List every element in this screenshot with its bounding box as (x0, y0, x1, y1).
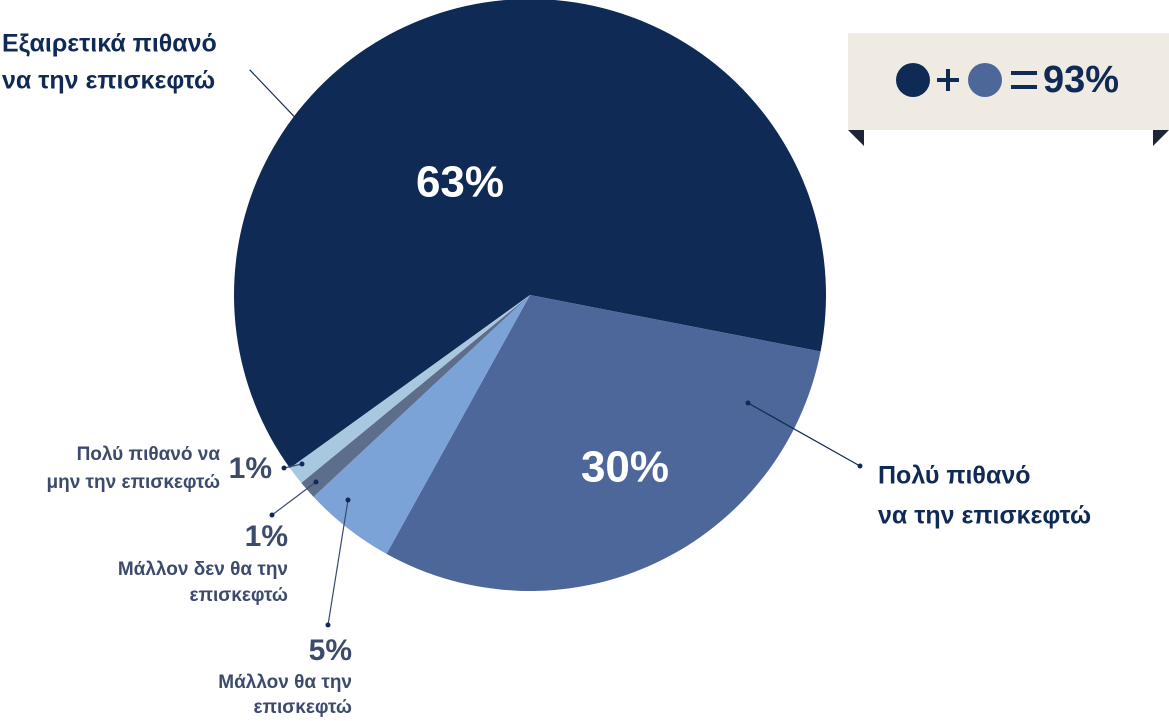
leader-dot (745, 400, 751, 406)
category-label: Μάλλον δεν θα την (118, 559, 288, 580)
leader-line (327, 499, 349, 626)
category-label: επισκεφτώ (253, 697, 352, 718)
summary-value: 93% (1043, 59, 1119, 101)
category-label: Πολύ πιθανό να (77, 444, 221, 465)
leader-line (283, 463, 303, 469)
leader-dot (269, 512, 275, 518)
badge-fold (1153, 130, 1169, 146)
plus-sign (937, 69, 959, 91)
pie-slice (313, 295, 530, 554)
pie-slice (301, 295, 530, 497)
equals-sign (1011, 71, 1037, 89)
category-label: επισκεφτώ (189, 585, 288, 606)
leader-dot (345, 497, 351, 503)
pie-slice (234, 0, 827, 469)
leader-line (747, 402, 861, 467)
category-label: μην την επισκεφτώ (46, 472, 220, 493)
leader-dot (313, 479, 319, 485)
leader-line (271, 481, 317, 516)
category-label: Εξαιρετικά πιθανό (2, 30, 217, 58)
category-label: να την επισκεφτώ (878, 502, 1091, 530)
badge-dot (968, 63, 1002, 97)
leader-dot (325, 622, 331, 628)
badge-dot (896, 63, 930, 97)
value-label: 63% (416, 158, 504, 207)
leader-dot (342, 167, 348, 173)
leader-dot (245, 65, 251, 71)
pie-slice (289, 295, 530, 483)
category-label: να την επισκεφτώ (2, 67, 215, 95)
pie-slice (386, 295, 821, 591)
summary-badge: 93% (848, 33, 1169, 146)
value-label: 5% (309, 634, 352, 667)
value-label: 1% (245, 520, 288, 553)
value-label: 30% (581, 443, 669, 492)
leader-dot (299, 461, 305, 467)
leader-dot (857, 463, 863, 469)
category-label: Πολύ πιθανό (878, 462, 1031, 490)
leader-line (247, 67, 346, 171)
badge-fold (848, 130, 864, 146)
leader-dot (281, 465, 287, 471)
value-label: 1% (229, 452, 272, 485)
pie (234, 0, 827, 591)
category-label: Μάλλον θα την (218, 672, 352, 693)
